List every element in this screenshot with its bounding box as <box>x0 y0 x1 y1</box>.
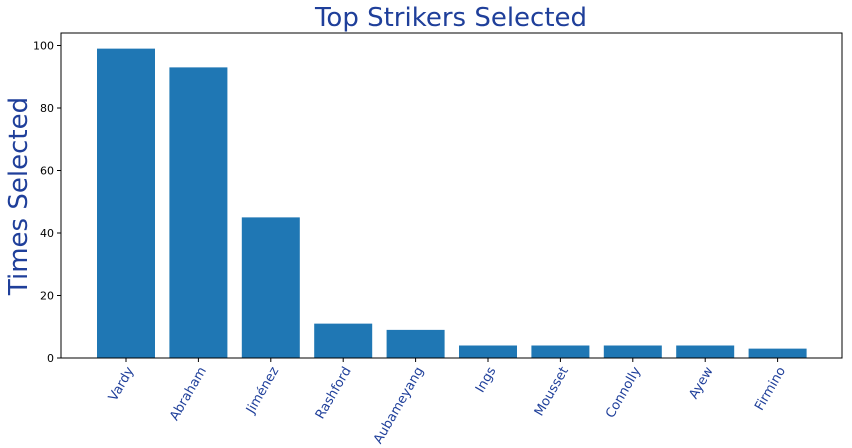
bar-mousset <box>531 345 590 358</box>
bar-vardy <box>97 48 155 359</box>
x-tick-label: Rashford <box>313 365 355 422</box>
y-tick-label: 60 <box>40 165 54 178</box>
bar-connolly <box>603 345 662 358</box>
x-tick-label: Ayew <box>687 364 717 402</box>
bars-layer <box>97 48 807 359</box>
y-tick-label: 80 <box>40 102 54 115</box>
plot-frame <box>60 32 843 359</box>
x-ticks-layer: Vardy Abraham Jiménez Rashford Aubameyang Ing… <box>106 358 789 447</box>
bar-aubameyang <box>386 329 445 359</box>
bar-abraham <box>169 67 228 359</box>
bar-firmino <box>748 348 807 359</box>
y-axis-label: Times Selected <box>4 97 34 296</box>
y-tick-label: 20 <box>40 290 54 303</box>
x-tick-label: Ings <box>473 364 500 395</box>
x-tick-label: Jiménez <box>243 364 282 417</box>
bar-ings <box>459 345 517 358</box>
chart-title: Top Strikers Selected <box>314 3 587 33</box>
bar-rashford <box>314 323 373 359</box>
bar-jimenez <box>241 217 300 359</box>
y-tick-label: 40 <box>40 227 54 240</box>
bar-ayew <box>676 345 735 358</box>
y-tick-label: 0 <box>47 352 54 365</box>
y-tick-label: 100 <box>33 40 54 53</box>
x-tick-label: Connolly <box>603 364 644 421</box>
x-tick-label: Firmino <box>752 364 789 413</box>
x-tick-label: Aubameyang <box>371 365 427 447</box>
x-tick-label: Mousset <box>532 365 572 419</box>
x-tick-label: Vardy <box>106 364 138 404</box>
y-ticks-layer: 0 20 40 60 80 100 <box>33 40 61 365</box>
x-tick-label: Abraham <box>167 365 210 424</box>
